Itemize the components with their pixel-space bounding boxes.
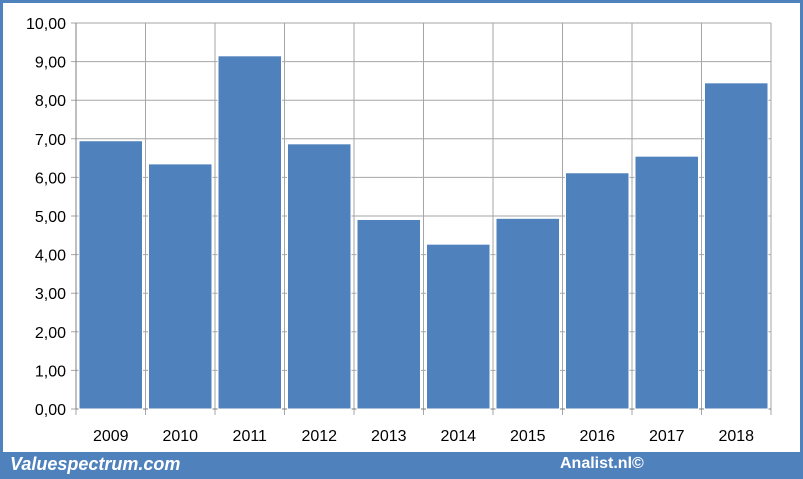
bar-2012 [287,143,352,410]
y-tick-labels: 0,00 1,00 2,00 3,00 4,00 5,00 6,00 7,00 8,00 9,00… [26,16,66,419]
bar-2011 [217,55,282,410]
y-tick-label: 10,00 [26,16,66,33]
bars [78,55,769,410]
bar-2009 [78,140,143,410]
x-tick-label: 2017 [649,428,685,445]
bar-2010 [148,163,213,410]
y-tick-label: 5,00 [35,209,66,226]
y-tick-label: 0,00 [35,402,66,419]
x-tick-label: 2009 [93,428,129,445]
y-tick-label: 1,00 [35,363,66,380]
y-tick-label: 7,00 [35,132,66,149]
bar-2017 [634,155,699,410]
valuespectrum-watermark: Valuespectrum.com [6,453,185,475]
bar-2016 [565,172,630,410]
x-tick-label: 2016 [579,428,615,445]
x-tick-label: 2013 [371,428,407,445]
x-tick-label: 2018 [718,428,754,445]
x-tick-labels: 2009 2010 2011 2012 2013 2014 2015 2016 2017 2018 [93,428,754,445]
x-tick-label: 2011 [233,428,268,445]
bar-2015 [495,217,560,410]
bar-2013 [356,218,421,410]
y-tick-label: 8,00 [35,93,66,110]
analist-watermark: Analist.nl© [556,453,648,475]
y-tick-label: 4,00 [35,248,66,265]
x-tick-label: 2010 [162,428,198,445]
y-tick-label: 6,00 [35,170,66,187]
x-tick-label: 2014 [440,428,476,445]
x-tick-label: 2012 [301,428,337,445]
y-tick-label: 3,00 [35,286,66,303]
bar-2014 [426,243,491,410]
bar-2018 [704,82,769,410]
y-tick-label: 2,00 [35,325,66,342]
x-tick-label: 2015 [510,428,546,445]
y-tick-label: 9,00 [35,55,66,72]
